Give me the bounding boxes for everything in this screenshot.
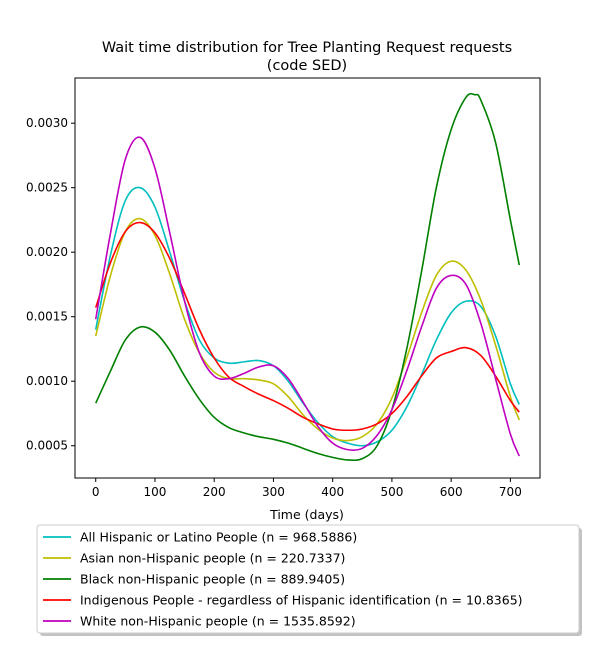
legend-label-1: All Hispanic or Latino People (n = 968.5… <box>80 530 357 545</box>
legend-label-4: Indigenous People - regardless of Hispan… <box>80 593 523 608</box>
x-tick-label: 700 <box>499 485 522 499</box>
legend: All Hispanic or Latino People (n = 968.5… <box>36 524 582 636</box>
y-tick-label: 0.0005 <box>26 439 68 453</box>
y-tick-label: 0.0015 <box>26 310 68 324</box>
legend-label-2: Asian non-Hispanic people (n = 220.7337) <box>80 551 345 566</box>
x-axis-label: Time (days) <box>269 507 344 522</box>
x-tick-label: 0 <box>92 485 100 499</box>
legend-label-5: White non-Hispanic people (n = 1535.8592… <box>80 614 356 629</box>
series-layer <box>94 92 521 462</box>
legend-items: All Hispanic or Latino People (n = 968.5… <box>43 530 523 629</box>
plot-area <box>74 77 541 479</box>
chart-title-line-1: Wait time distribution for Tree Planting… <box>102 40 512 56</box>
y-tick-label: 0.0025 <box>26 181 68 195</box>
x-tick-label: 100 <box>144 485 167 499</box>
x-tick-label: 600 <box>440 485 463 499</box>
series-line-3 <box>95 92 521 462</box>
chart-title-line-2: (code SED) <box>267 58 347 74</box>
series-line-2 <box>94 217 521 442</box>
legend-box <box>36 524 580 634</box>
y-tick-label: 0.0020 <box>26 245 68 259</box>
x-tick-label: 200 <box>203 485 226 499</box>
y-tick-label: 0.0010 <box>26 374 68 388</box>
series-line-5 <box>94 136 521 457</box>
legend-label-3: Black non-Hispanic people (n = 889.9405) <box>80 572 345 587</box>
x-tick-label: 400 <box>321 485 344 499</box>
x-tick-label: 300 <box>262 485 285 499</box>
y-axis: 0.0005 0.0010 0.0015 0.0020 0.0025 0.0030 <box>26 116 75 453</box>
x-tick-label: 500 <box>380 485 403 499</box>
y-tick-label: 0.0030 <box>26 116 68 130</box>
plot-frame <box>74 77 541 479</box>
series-line-4 <box>94 221 520 432</box>
series-line-1 <box>94 186 521 447</box>
x-axis: 0 100 200 300 400 500 600 700 <box>92 478 522 499</box>
